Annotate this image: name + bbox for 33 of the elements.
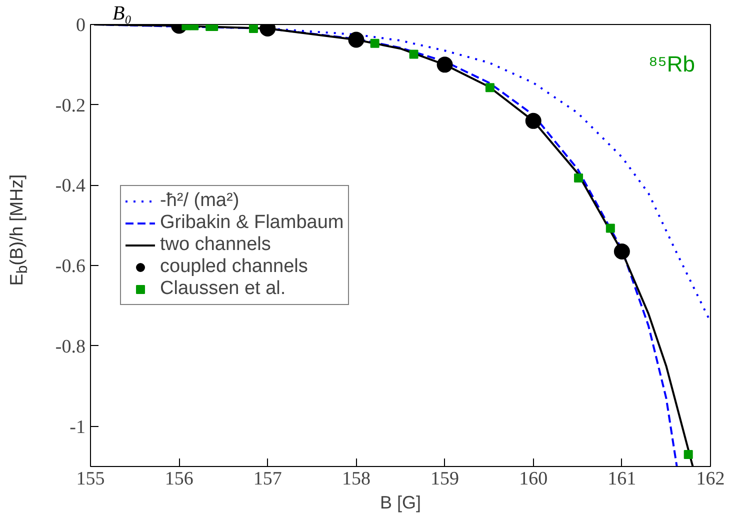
x-tick-label: 160 — [519, 468, 548, 490]
annotation: B₀ — [112, 2, 132, 24]
annotation: ⁸⁵Rb — [648, 52, 696, 77]
x-tick-label: 157 — [253, 468, 282, 490]
point — [436, 56, 453, 73]
y-tick-label: -1 — [70, 416, 86, 438]
point — [525, 112, 542, 129]
x-tick-label: 159 — [430, 468, 460, 490]
y-tick-label: -0.6 — [55, 256, 86, 278]
point — [248, 24, 258, 34]
point — [409, 50, 418, 59]
point — [370, 38, 380, 48]
point — [606, 224, 615, 233]
legend-label: coupled channels — [160, 256, 308, 278]
x-tick-label: 156 — [164, 468, 194, 490]
legend-label: Claussen et al. — [160, 278, 286, 300]
point — [614, 244, 630, 260]
point — [348, 32, 364, 48]
point — [684, 450, 693, 459]
y-tick-label: -0.2 — [55, 95, 86, 116]
x-tick-label: 158 — [342, 468, 370, 490]
legend-label: -ħ²/ (ma²) — [160, 190, 240, 212]
x-axis-title: B [G] — [380, 492, 422, 512]
point — [574, 173, 584, 182]
legend-label: Gribakin & Flambaum — [160, 212, 344, 234]
legend-label: two channels — [160, 234, 271, 256]
x-tick-label: 155 — [76, 468, 105, 490]
y-tick-label: 0 — [76, 15, 86, 36]
point — [485, 83, 494, 92]
x-tick-label: 161 — [608, 468, 636, 490]
x-tick-label: 162 — [696, 468, 725, 490]
y-tick-label: -0.8 — [55, 336, 86, 358]
y-tick-label: -0.4 — [55, 176, 86, 197]
